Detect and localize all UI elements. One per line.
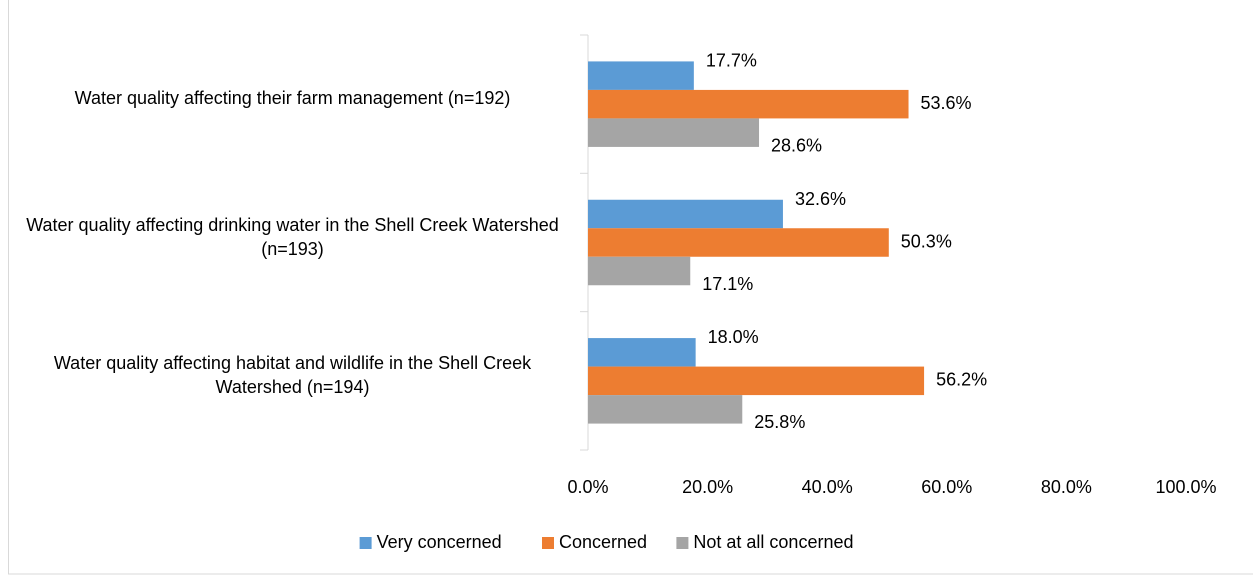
bar [588,89,909,119]
x-tick-label: 20.0% [682,477,733,497]
x-tick-label: 80.0% [1041,477,1092,497]
x-tick-label: 60.0% [921,477,972,497]
legend-swatch [359,537,372,549]
data-label: 56.2% [936,370,987,390]
x-tick-label: 0.0% [567,477,608,497]
data-label: 53.6% [921,93,972,113]
bar [588,366,925,396]
legend-label: Concerned [559,532,647,552]
data-label: 32.6% [795,189,846,209]
data-label: 17.7% [706,50,757,70]
data-label: 28.6% [771,135,822,155]
y-tick-label: Water quality affecting drinking water i… [26,214,559,259]
y-tick-label: Water quality affecting their farm manag… [74,88,511,109]
bar [588,395,743,424]
data-label: 25.8% [754,412,805,432]
bar [588,256,691,286]
legend-label: Not at all concerned [693,532,853,552]
y-tick-label: Water quality affecting habitat and wild… [53,352,532,397]
bar [588,228,889,257]
x-tick-label: 100.0% [1155,477,1216,497]
data-label: 18.0% [708,327,759,347]
bar [588,338,696,367]
legend-swatch [542,537,554,549]
data-label: 50.3% [901,231,952,251]
data-label: 17.1% [702,274,753,294]
legend-swatch [676,537,689,549]
x-tick-label: 40.0% [802,477,853,497]
frame-border [8,0,1253,575]
bar [588,118,760,147]
bar [588,199,783,229]
legend-label: Very concerned [377,532,502,552]
bar [588,61,694,90]
